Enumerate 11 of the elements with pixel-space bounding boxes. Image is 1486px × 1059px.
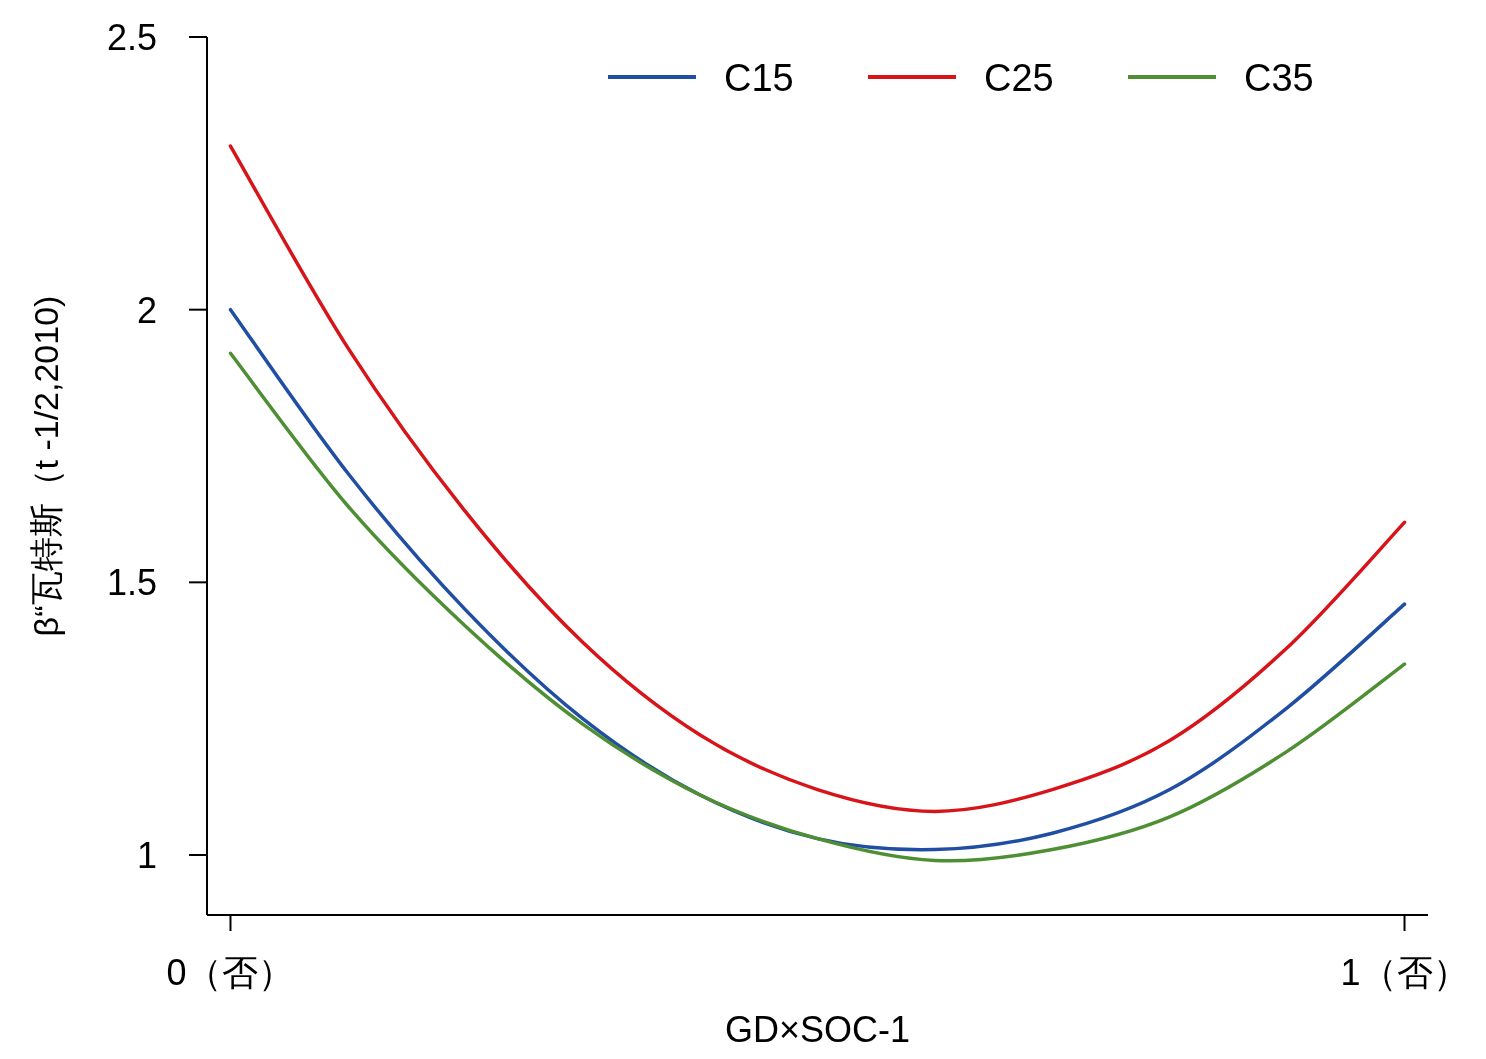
y-tick-label: 1	[136, 835, 157, 877]
legend-label: C15	[724, 57, 794, 99]
y-tick-label: 2	[136, 289, 157, 331]
y-tick-label: 2.5	[106, 17, 157, 58]
legend-label: C35	[1244, 57, 1314, 99]
x-tick-label: 0（否）	[166, 952, 295, 993]
x-axis-title: GD×SOC-1	[724, 1009, 911, 1050]
x-tick-label: 1（否）	[1340, 952, 1469, 993]
legend-label: C25	[984, 57, 1054, 99]
y-tick-label: 1.5	[106, 562, 157, 604]
y-axis-title: β“瓦特斯（t -1/2,2010)	[27, 295, 65, 637]
